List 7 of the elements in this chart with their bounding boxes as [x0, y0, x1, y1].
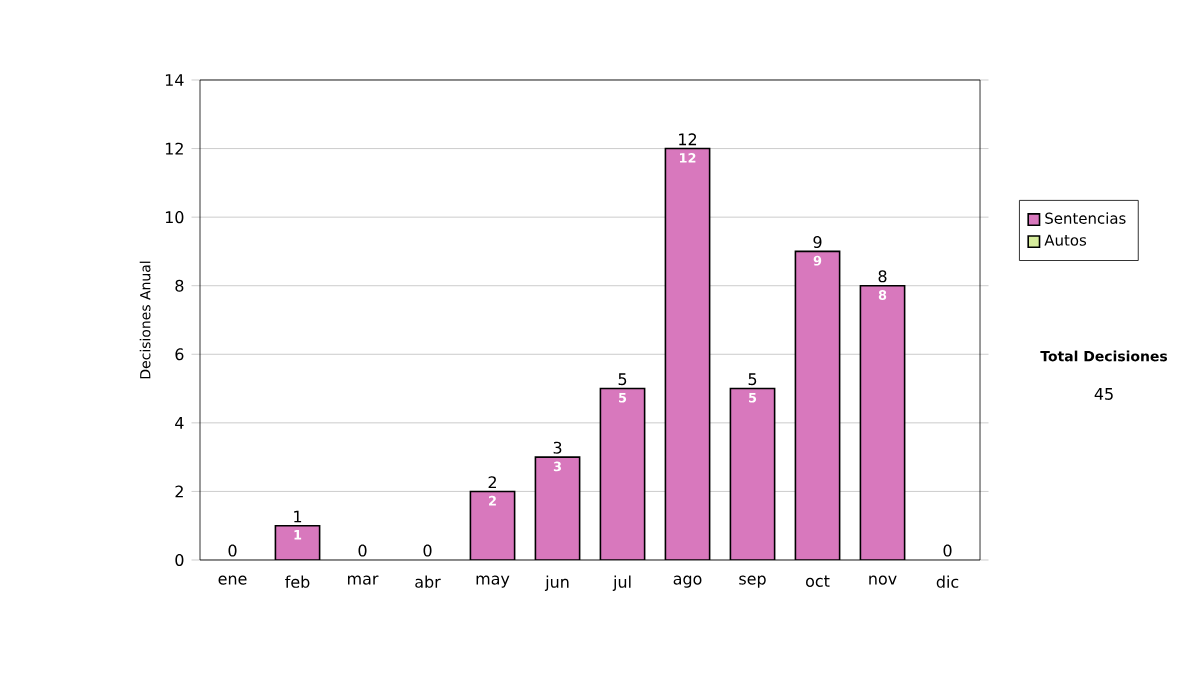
bar — [469, 490, 516, 560]
bar — [534, 456, 581, 560]
bar — [664, 147, 711, 560]
bar — [599, 387, 646, 560]
bar — [859, 284, 906, 560]
bar — [729, 387, 776, 560]
bar — [794, 250, 841, 560]
